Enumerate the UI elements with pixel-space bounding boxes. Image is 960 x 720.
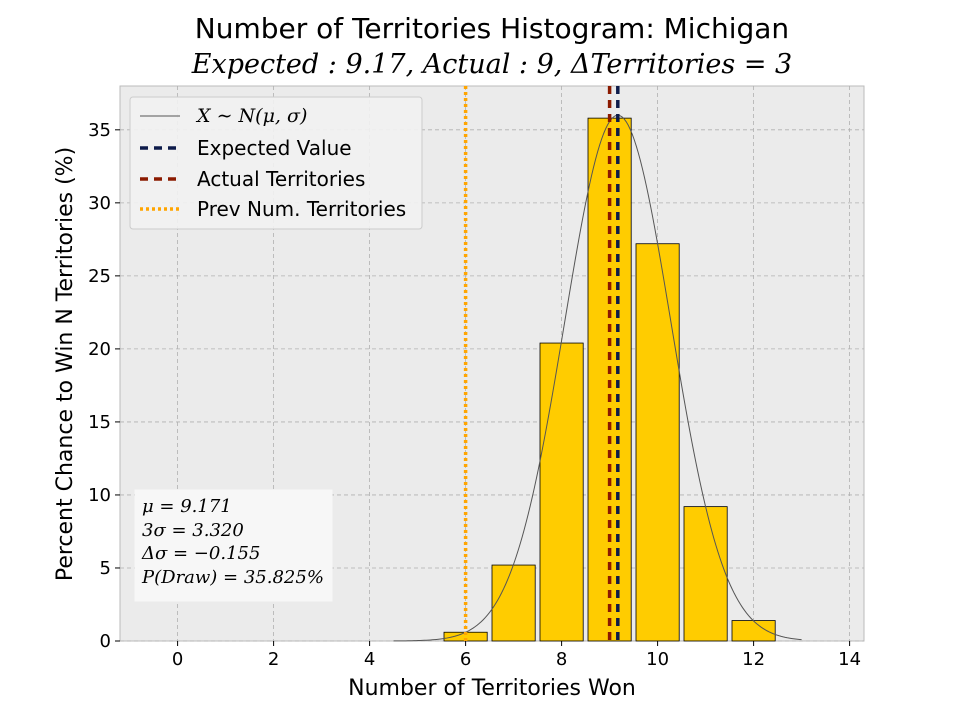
stat-p-draw: P(Draw) = 35.825% — [141, 567, 324, 588]
legend-label-actual: Actual Territories — [197, 167, 365, 191]
x-axis-ticks: 0 2 4 6 8 10 12 14 — [172, 641, 861, 670]
legend-label-expected: Expected Value — [197, 136, 352, 160]
x-axis-label: Number of Territories Won — [348, 676, 636, 701]
y-tick-label: 25 — [88, 266, 111, 287]
stat-mu: μ = 9.171 — [142, 496, 232, 517]
histogram-bar — [635, 243, 680, 642]
reference-lines-group — [463, 86, 620, 641]
legend-box — [129, 96, 423, 230]
x-tick-label: 8 — [556, 649, 567, 670]
chart-title: Number of Territories Histogram: Michiga… — [195, 12, 789, 45]
stat-3sigma: 3σ = 3.320 — [142, 520, 244, 541]
y-axis-label: Percent Chance to Win N Territories (%) — [53, 147, 78, 581]
stats-box: μ = 9.171 3σ = 3.320 Δσ = −0.155 P(Draw)… — [134, 489, 333, 602]
legend-label-prev: Prev Num. Territories — [197, 197, 406, 221]
stat-delta-sigma: Δσ = −0.155 — [141, 543, 260, 564]
y-tick-label: 20 — [88, 339, 111, 360]
histogram-bar — [491, 564, 536, 642]
y-tick-label: 15 — [88, 412, 111, 433]
normal-curve-group — [393, 114, 802, 642]
legend-label-normal: X ∼ N(μ, σ) — [195, 105, 307, 127]
x-tick-label: 0 — [172, 649, 183, 670]
y-tick-label: 5 — [100, 558, 111, 579]
y-tick-label: 30 — [88, 193, 111, 214]
y-tick-label: 35 — [88, 120, 111, 141]
y-axis-ticks: 0 5 10 15 20 25 30 35 — [88, 120, 120, 652]
chart-subtitle: Expected : 9.17, Actual : 9, ΔTerritorie… — [191, 49, 792, 80]
x-tick-label: 12 — [742, 649, 765, 670]
x-tick-label: 14 — [838, 649, 861, 670]
stats-box-bg — [134, 489, 333, 602]
y-tick-label: 0 — [100, 631, 111, 652]
x-tick-label: 6 — [460, 649, 471, 670]
y-tick-label: 10 — [88, 485, 111, 506]
normal-distribution-curve — [393, 114, 802, 642]
x-tick-label: 2 — [268, 649, 279, 670]
histogram-bar — [683, 506, 728, 642]
x-tick-label: 10 — [646, 649, 669, 670]
histogram-bar — [731, 620, 776, 642]
x-tick-label: 4 — [364, 649, 375, 670]
histogram-bar — [539, 342, 584, 642]
legend: X ∼ N(μ, σ) Expected Value Actual Territ… — [129, 96, 423, 230]
